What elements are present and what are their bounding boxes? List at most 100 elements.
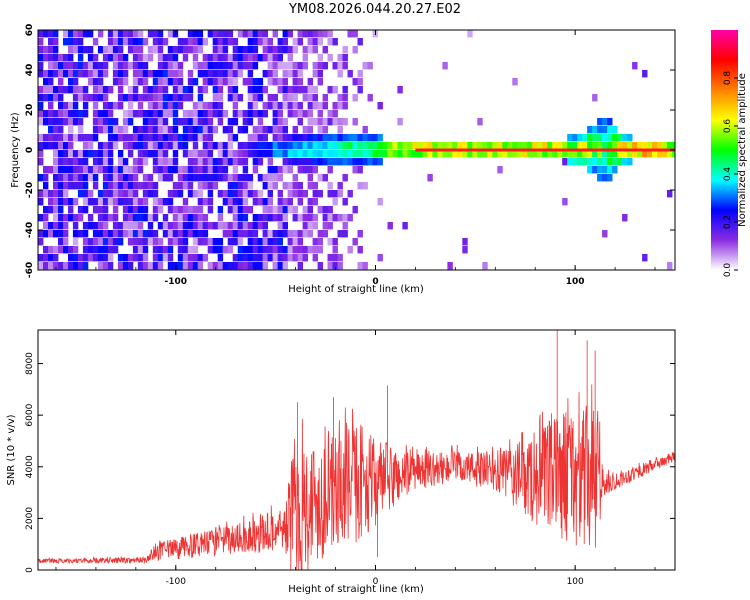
spectrogram-cell (227, 118, 234, 126)
spectrogram-cell (77, 70, 84, 78)
spectrogram-cell (43, 246, 49, 254)
spectrogram-cell (58, 142, 64, 150)
spectrogram-cell (592, 166, 598, 174)
spectrogram-cell (117, 70, 124, 78)
spectrogram-cell (147, 54, 154, 62)
spectrogram-cell (72, 158, 79, 166)
spectrogram-cell (82, 158, 89, 166)
spectrogram-cell (402, 222, 408, 230)
spectrogram-cell (622, 142, 628, 150)
spectrogram-cell (147, 118, 154, 126)
spectrogram-cell (192, 174, 199, 182)
spectrogram-cell (87, 150, 94, 158)
spectrogram-cell (127, 174, 134, 182)
spectrogram-cell (222, 166, 229, 174)
spectrogram-cell (152, 110, 159, 118)
spectrogram-cell (562, 158, 568, 166)
spectrogram-cell (407, 142, 413, 150)
spectrogram-cell (72, 222, 79, 230)
spectrogram-cell (43, 30, 49, 38)
spectrogram-cell (197, 30, 204, 38)
spectrogram-cell (262, 142, 268, 150)
spectrogram-cell (167, 102, 174, 110)
spectrogram-cell (172, 78, 179, 86)
spectrogram-cell (217, 38, 224, 46)
spectrogram-cell (97, 94, 104, 102)
spectrogram-cell (297, 182, 303, 190)
spectrogram-cell (132, 126, 139, 134)
spectrogram-cell (227, 174, 234, 182)
x-tick-label: -100 (165, 277, 188, 287)
spectrogram-cell (202, 126, 209, 134)
spectrogram-cell (297, 134, 303, 142)
spectrogram-cell (187, 46, 194, 54)
spectrogram-cell (222, 190, 229, 198)
spectrogram-cell (167, 238, 174, 246)
spectrogram-cell (642, 70, 648, 78)
spectrogram-cell (597, 142, 603, 150)
spectrogram-cell (602, 126, 608, 134)
spectrogram-cell (192, 214, 199, 222)
spectrogram-cell (502, 142, 508, 150)
spectrogram-cell (92, 118, 99, 126)
spectrogram-cell (257, 126, 264, 134)
spectrogram-cell (142, 126, 149, 134)
spectrogram-cell (282, 126, 288, 134)
spectrogram-cell (227, 182, 234, 190)
spectrogram-cell (147, 182, 154, 190)
spectrogram-cell (58, 134, 64, 142)
spectrogram-cell (217, 118, 224, 126)
spectrogram-cell (63, 118, 69, 126)
spectrogram-cell (242, 182, 249, 190)
spectrogram-cell (63, 54, 69, 62)
spectrogram-cell (212, 94, 219, 102)
spectrogram-cell (307, 182, 313, 190)
spectrogram-cell (327, 182, 333, 190)
spectrogram-cell (267, 198, 273, 206)
spectrogram-cell (117, 126, 124, 134)
spectrogram-cell (182, 166, 189, 174)
spectrogram-cell (207, 158, 214, 166)
spectrogram-cell (597, 126, 603, 134)
spectrogram-cell (232, 262, 239, 270)
spectrogram-cell (72, 86, 79, 94)
spectrogram-cell (292, 190, 298, 198)
spectrogram-cell (157, 246, 164, 254)
spectrogram-cell (312, 46, 318, 54)
spectrogram-cell (292, 246, 298, 254)
spectrogram-cell (182, 262, 189, 270)
spectrogram-cell (317, 134, 323, 142)
spectrogram-cell (182, 142, 189, 150)
spectrogram-cell (342, 102, 348, 110)
spectrogram-cell (122, 182, 129, 190)
spectrogram-cell (217, 214, 224, 222)
spectrogram-cell (117, 30, 124, 38)
spectrogram-cell (612, 158, 618, 166)
spectrogram-cell (322, 214, 328, 222)
spectrogram-cell (132, 174, 139, 182)
spectrogram-cell (127, 190, 134, 198)
spectrogram-cell (252, 150, 259, 158)
spectrogram-cell (53, 206, 59, 214)
spectrogram-cell (312, 150, 318, 158)
spectrogram-cell (142, 70, 149, 78)
spectrogram-cell (87, 246, 94, 254)
spectrogram-cell (207, 54, 214, 62)
spectrogram-cell (152, 262, 159, 270)
spectrogram-cell (43, 182, 49, 190)
spectrogram-cell (322, 94, 328, 102)
spectrogram-cell (282, 182, 288, 190)
spectrogram-cell (332, 38, 338, 46)
spectrogram-cell (252, 230, 259, 238)
spectrogram-cell (257, 134, 264, 142)
spectrogram-cell (92, 246, 99, 254)
spectrogram-cell (53, 166, 59, 174)
spectrogram-cell (72, 118, 79, 126)
spectrogram-cell (82, 182, 89, 190)
spectrogram-cell (72, 78, 79, 86)
spectrogram-cell (192, 126, 199, 134)
spectrogram-cell (197, 110, 204, 118)
spectrogram-cell (262, 38, 268, 46)
spectrogram-cell (207, 102, 214, 110)
spectrogram-cell (237, 182, 244, 190)
